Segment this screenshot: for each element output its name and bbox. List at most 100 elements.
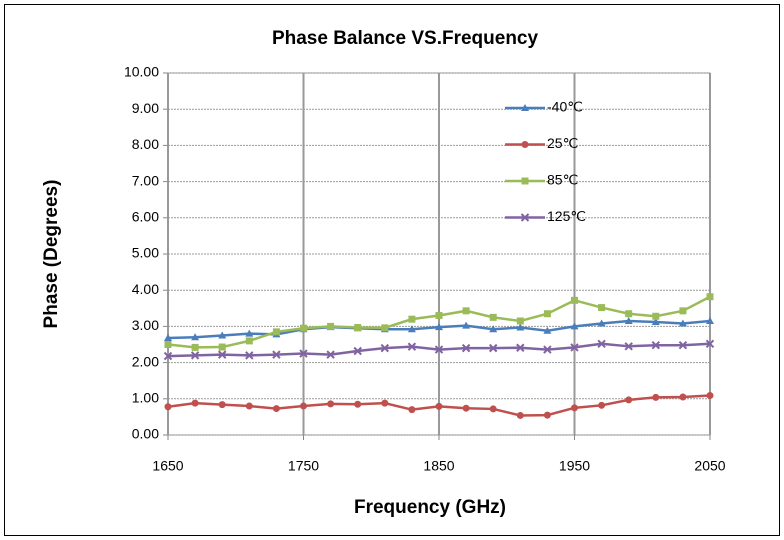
marker bbox=[245, 329, 254, 337]
marker bbox=[570, 322, 579, 330]
y-tick-label: 7.00 bbox=[132, 172, 159, 188]
marker bbox=[408, 315, 416, 323]
marker bbox=[407, 342, 417, 351]
marker bbox=[651, 318, 660, 326]
marker bbox=[191, 343, 199, 351]
marker bbox=[380, 343, 390, 353]
marker bbox=[652, 393, 660, 401]
marker bbox=[408, 406, 416, 414]
marker bbox=[543, 345, 552, 354]
marker bbox=[435, 323, 443, 331]
marker bbox=[191, 333, 200, 341]
marker bbox=[300, 402, 307, 410]
marker bbox=[245, 351, 254, 360]
marker bbox=[706, 293, 714, 301]
marker bbox=[489, 325, 498, 333]
y-tick-label: 5.00 bbox=[132, 245, 159, 261]
marker bbox=[435, 402, 443, 410]
marker bbox=[381, 399, 389, 407]
marker bbox=[598, 304, 606, 312]
marker bbox=[489, 405, 497, 413]
marker bbox=[597, 319, 606, 327]
marker bbox=[624, 342, 633, 351]
marker bbox=[521, 104, 529, 111]
marker bbox=[543, 411, 551, 419]
marker bbox=[191, 399, 199, 407]
x-tick-label: 2050 bbox=[694, 458, 725, 474]
x-tick-label: 1750 bbox=[288, 458, 319, 474]
legend-label: -40℃ bbox=[547, 99, 583, 115]
marker bbox=[299, 349, 308, 358]
marker bbox=[217, 350, 227, 359]
marker bbox=[520, 213, 530, 222]
marker bbox=[272, 328, 280, 336]
marker bbox=[521, 141, 529, 148]
marker bbox=[678, 319, 687, 327]
marker bbox=[679, 307, 687, 315]
marker bbox=[218, 331, 227, 339]
x-axis-title: Frequency (GHz) bbox=[354, 497, 506, 518]
marker bbox=[651, 341, 661, 350]
marker bbox=[164, 341, 172, 348]
marker bbox=[571, 296, 578, 304]
marker bbox=[597, 339, 606, 348]
marker bbox=[652, 312, 660, 320]
marker bbox=[678, 341, 688, 350]
marker bbox=[679, 393, 687, 401]
marker bbox=[272, 405, 280, 413]
y-axis-title: Phase (Degrees) bbox=[41, 180, 62, 329]
marker bbox=[706, 316, 714, 324]
marker bbox=[521, 177, 529, 185]
marker bbox=[516, 317, 524, 325]
marker bbox=[516, 323, 525, 331]
marker bbox=[218, 401, 226, 409]
marker bbox=[461, 343, 471, 353]
chart-title: Phase Balance VS.Frequency bbox=[272, 28, 539, 49]
legend-label: 85℃ bbox=[547, 172, 578, 188]
marker bbox=[543, 326, 552, 334]
marker bbox=[381, 324, 389, 332]
marker bbox=[218, 343, 226, 351]
y-tick-label: 3.00 bbox=[132, 317, 159, 333]
marker bbox=[625, 396, 633, 404]
y-tick-label: 1.00 bbox=[132, 390, 159, 406]
marker bbox=[354, 323, 362, 331]
marker bbox=[164, 403, 172, 411]
marker bbox=[489, 313, 497, 321]
marker bbox=[543, 310, 551, 318]
marker bbox=[624, 316, 633, 324]
legend-label: 125℃ bbox=[547, 208, 586, 224]
marker bbox=[462, 307, 470, 315]
x-tick-label: 1950 bbox=[559, 458, 590, 474]
y-tick-label: 4.00 bbox=[132, 281, 159, 297]
marker bbox=[516, 411, 524, 419]
marker bbox=[326, 350, 335, 359]
x-tick-label: 1650 bbox=[152, 458, 183, 474]
marker bbox=[164, 333, 172, 341]
marker bbox=[571, 404, 578, 412]
marker bbox=[462, 404, 470, 412]
marker bbox=[300, 324, 307, 332]
y-tick-label: 8.00 bbox=[132, 136, 159, 152]
marker bbox=[516, 343, 525, 352]
marker bbox=[407, 325, 416, 333]
y-tick-label: 6.00 bbox=[132, 209, 159, 225]
marker bbox=[570, 343, 579, 352]
y-tick-label: 0.00 bbox=[132, 426, 159, 442]
marker bbox=[353, 346, 362, 356]
marker bbox=[705, 339, 715, 348]
y-tick-label: 2.00 bbox=[132, 353, 159, 369]
marker bbox=[272, 350, 281, 359]
marker bbox=[245, 402, 253, 410]
marker bbox=[435, 312, 443, 320]
marker bbox=[245, 337, 253, 345]
y-tick-label: 10.00 bbox=[124, 64, 159, 80]
marker bbox=[163, 351, 173, 361]
marker bbox=[327, 400, 335, 408]
marker bbox=[327, 322, 335, 330]
y-tick-label: 9.00 bbox=[132, 100, 159, 116]
legend-label: 25℃ bbox=[547, 135, 578, 151]
marker bbox=[598, 401, 606, 409]
marker bbox=[434, 345, 444, 354]
